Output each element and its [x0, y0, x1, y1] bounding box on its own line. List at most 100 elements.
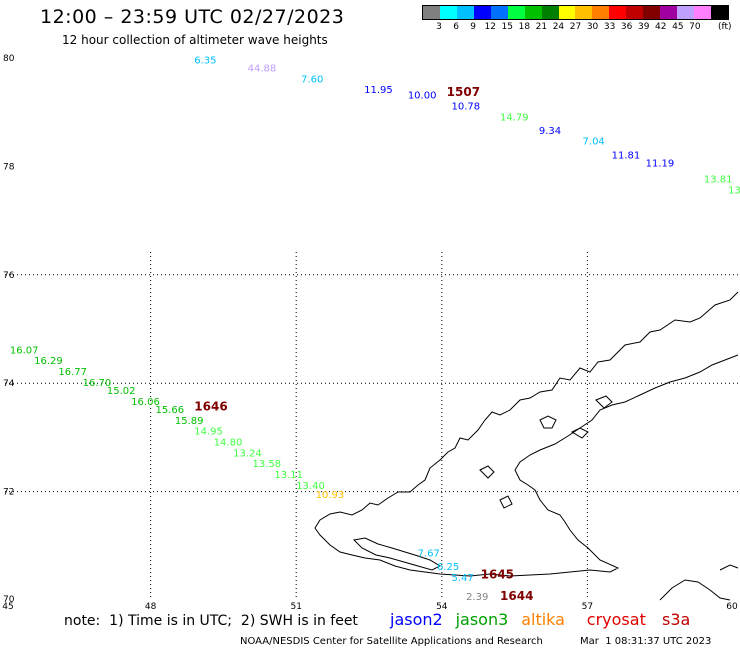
legend-swatch	[473, 6, 491, 19]
wave-height-label: 2.39	[466, 592, 488, 603]
wave-height-label: 16.06	[131, 397, 160, 408]
page-title: 12:00 – 23:59 UTC 02/27/2023	[40, 6, 345, 28]
wave-height-label: 13.24	[233, 448, 262, 459]
latitude-tick-label: 76	[3, 271, 15, 281]
legend-label: 21	[535, 22, 548, 32]
legend-label: 33	[603, 22, 616, 32]
legend-labels: (ft) 3 6 9 12 15 18 21 24 27 30 33 36 39 42 45 70	[422, 20, 732, 34]
longitude-tick-label: 54	[436, 602, 448, 612]
latitude-tick-label: 72	[3, 488, 14, 498]
satellite-label: jason3	[455, 610, 509, 629]
legend-swatch	[524, 6, 542, 19]
legend-label: 36	[620, 22, 633, 32]
legend-unit: (ft)	[718, 22, 732, 32]
footer-timestamp: Mar 1 08:31:37 UTC 2023	[580, 636, 712, 647]
wave-height-label: 16.70	[83, 378, 112, 389]
wave-height-label: 16.07	[10, 345, 39, 356]
wave-height-label: 13	[728, 186, 740, 197]
wave-height-label: 14.80	[214, 438, 243, 449]
color-scale-legend: (ft) 3 6 9 12 15 18 21 24 27 30 33 36 39 42 45 70	[422, 5, 732, 34]
longitude-tick-label: 57	[582, 602, 593, 612]
legend-label: 9	[470, 22, 477, 32]
legend-swatch	[609, 6, 627, 19]
legend-label: 15	[501, 22, 513, 32]
wave-height-label: 11.95	[364, 85, 393, 96]
longitude-tick-label: 48	[145, 602, 157, 612]
axis-tick-labels: 45 48 51 54 57 60 80 78 76 74 72 70	[2, 54, 738, 612]
legend-label: 39	[637, 22, 650, 32]
latitude-tick-label: 70	[3, 595, 15, 605]
wave-height-label: 6.25	[437, 562, 459, 573]
wave-height-label: 7.60	[301, 74, 323, 85]
coastline	[314, 291, 739, 601]
legend-swatch	[592, 6, 610, 19]
legend-swatch	[456, 6, 474, 19]
legend-label: 3	[436, 22, 442, 32]
wave-height-label: 16.77	[58, 367, 87, 378]
footer-credit: NOAA/NESDIS Center for Satellite Applica…	[240, 636, 543, 647]
wave-height-label: 10.93	[316, 490, 345, 501]
legend-swatch	[423, 6, 440, 19]
wave-height-label: 15.89	[175, 416, 204, 427]
wave-height-label: 44.88	[248, 64, 277, 75]
wave-height-label: 10.78	[452, 101, 481, 112]
legend-label: 70	[689, 22, 701, 32]
wave-height-labels: 6.35 44.88 7.60 11.95 10.00 10.78 14.79 9.34 7.0…	[10, 55, 740, 603]
wave-height-label: 15.02	[107, 386, 136, 397]
latitude-tick-label: 74	[3, 379, 15, 389]
longitude-tick-label: 51	[290, 602, 301, 612]
legend-label: 27	[569, 22, 582, 32]
satellite-label: altika	[521, 610, 565, 629]
legend-swatch	[541, 6, 559, 19]
satellite-label: cryosat	[586, 610, 646, 629]
wave-height-label: 13.11	[274, 470, 303, 481]
wave-height-label: 9.34	[539, 126, 561, 137]
wave-height-label: 11.81	[612, 150, 641, 161]
satellite-label: s3a	[662, 610, 691, 629]
legend-swatch	[490, 6, 508, 19]
legend-swatch	[710, 6, 728, 19]
latitude-tick-label: 78	[3, 162, 15, 172]
legend-swatch	[439, 6, 457, 19]
longitude-tick-label: 60	[726, 602, 738, 612]
wave-height-label: 15.66	[155, 405, 184, 416]
pass-time-labels: 1507 1646 1645 1644	[194, 85, 533, 603]
legend-label: 45	[672, 22, 684, 32]
wave-height-label: 16.29	[34, 356, 63, 367]
wave-height-label: 6.35	[194, 55, 216, 66]
legend-label: 12	[484, 22, 496, 32]
legend-swatch	[643, 6, 661, 19]
page-subtitle: 12 hour collection of altimeter wave hei…	[62, 33, 328, 47]
pass-time-label: 1644	[500, 589, 533, 603]
footer-note: note: 1) Time is in UTC; 2) SWH is in fe…	[64, 613, 358, 629]
satellite-label: jason2	[390, 610, 443, 629]
wave-height-label: 14.79	[500, 112, 529, 123]
legend-label: 42	[655, 22, 667, 32]
legend-label: 30	[586, 22, 599, 32]
wave-height-label: 13.81	[704, 175, 733, 186]
wave-height-label: 14.95	[194, 427, 223, 438]
legend-label: 18	[518, 22, 531, 32]
latitude-tick-label: 80	[3, 54, 15, 64]
wave-height-label: 5.47	[452, 573, 474, 584]
longitude-tick-label: 45	[2, 602, 13, 612]
legend-label: 6	[453, 22, 459, 32]
wave-height-label: 10.00	[408, 91, 437, 102]
legend-swatch	[575, 6, 593, 19]
wave-height-label: 13.58	[253, 459, 282, 470]
legend-swatch	[558, 6, 576, 19]
wave-height-label: 7.67	[418, 549, 440, 560]
legend-swatch	[660, 6, 678, 19]
lat-lon-grid	[5, 252, 738, 600]
legend-label: 24	[552, 22, 565, 32]
pass-time-label: 1507	[447, 85, 480, 99]
legend-swatch	[694, 6, 711, 19]
legend-swatches	[422, 5, 729, 20]
pass-time-label: 1645	[481, 567, 514, 581]
wave-height-label: 7.04	[583, 137, 605, 148]
legend-swatch	[626, 6, 644, 19]
legend-swatch	[677, 6, 694, 19]
pass-time-label: 1646	[194, 399, 227, 413]
wave-height-label: 13.40	[296, 481, 325, 492]
